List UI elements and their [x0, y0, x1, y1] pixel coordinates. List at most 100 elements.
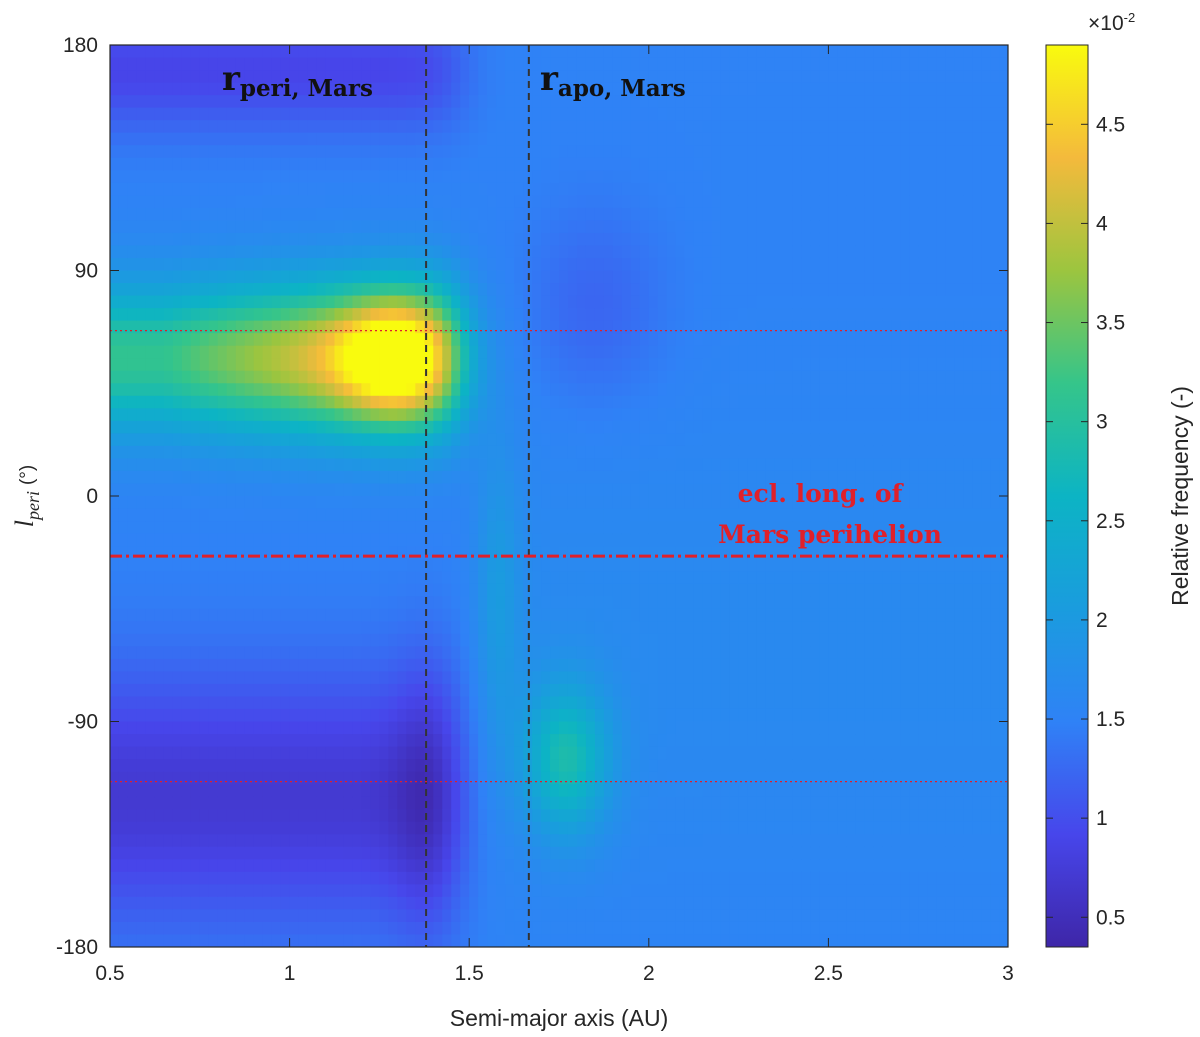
- heatmap-cell: [523, 658, 533, 672]
- heatmap-cell: [684, 295, 695, 309]
- heatmap-cell: [280, 734, 291, 748]
- heatmap-cell: [154, 734, 165, 748]
- heatmap-cell: [154, 746, 165, 760]
- heatmap-cell: [720, 57, 731, 71]
- heatmap-cell: [523, 445, 533, 460]
- heatmap-cell: [630, 508, 641, 522]
- heatmap-cell: [550, 884, 560, 898]
- heatmap-cell: [532, 583, 542, 597]
- heatmap-cell: [567, 483, 578, 497]
- heatmap-cell: [343, 846, 354, 860]
- heatmap-cell: [289, 145, 300, 159]
- heatmap-cell: [127, 420, 138, 434]
- heatmap-cell: [334, 508, 345, 522]
- heatmap-cell: [505, 283, 515, 297]
- heatmap-cell: [127, 734, 138, 748]
- heatmap-cell: [567, 395, 578, 409]
- heatmap-cell: [136, 934, 147, 947]
- heatmap-cell: [316, 458, 327, 472]
- heatmap-cell: [253, 796, 264, 810]
- heatmap-cell: [181, 383, 192, 397]
- heatmap-cell: [648, 483, 659, 497]
- heatmap-cell: [334, 809, 345, 823]
- heatmap-cell: [657, 683, 668, 698]
- heatmap-cell: [532, 871, 542, 885]
- heatmap-cell: [253, 95, 264, 109]
- heatmap-cell: [675, 320, 686, 334]
- heatmap-cell: [172, 395, 183, 409]
- heatmap-cell: [648, 583, 659, 597]
- heatmap-cell: [702, 470, 713, 485]
- heatmap-cell: [118, 558, 129, 572]
- heatmap-cell: [298, 721, 309, 735]
- heatmap-cell: [424, 896, 434, 911]
- heatmap-cell: [361, 245, 372, 259]
- heatmap-cell: [235, 345, 246, 359]
- heatmap-cell: [316, 45, 327, 59]
- heatmap-cell: [370, 283, 380, 297]
- heatmap-cell: [469, 633, 479, 647]
- heatmap-cell: [460, 884, 470, 898]
- heatmap-cell: [217, 257, 228, 272]
- heatmap-cell: [307, 934, 318, 947]
- heatmap-cell: [253, 195, 264, 209]
- heatmap-cell: [532, 107, 542, 121]
- heatmap-cell: [244, 207, 255, 221]
- heatmap-cell: [361, 646, 372, 660]
- heatmap-cell: [298, 671, 309, 685]
- heatmap-cell: [325, 157, 336, 171]
- heatmap-cell: [208, 683, 219, 698]
- heatmap-cell: [397, 683, 407, 698]
- heatmap-cell: [406, 871, 416, 885]
- heatmap-cell: [316, 871, 327, 885]
- heatmap-cell: [666, 283, 677, 297]
- heatmap-cell: [585, 145, 596, 159]
- heatmap-cell: [585, 445, 596, 460]
- heatmap-cell: [487, 182, 497, 196]
- heatmap-cell: [585, 558, 596, 572]
- heatmap-cell: [541, 809, 551, 823]
- heatmap-cell: [145, 771, 156, 785]
- heatmap-cell: [235, 257, 246, 272]
- heatmap-cell: [684, 370, 695, 384]
- heatmap-cell: [702, 621, 713, 635]
- heatmap-cell: [612, 734, 623, 748]
- heatmap-cell: [603, 921, 614, 936]
- heatmap-cell: [559, 232, 569, 247]
- heatmap-cell: [496, 107, 506, 121]
- heatmap-cell: [514, 383, 524, 397]
- heatmap-cell: [603, 408, 614, 422]
- heatmap-cell: [361, 182, 372, 196]
- heatmap-cell: [603, 546, 614, 560]
- heatmap-cell: [163, 458, 174, 472]
- heatmap-cell: [657, 846, 668, 860]
- heatmap-cell: [460, 470, 470, 485]
- heatmap-cell: [603, 45, 614, 59]
- heatmap-cell: [684, 283, 695, 297]
- heatmap-cell: [181, 458, 192, 472]
- heatmap-cell: [271, 370, 282, 384]
- heatmap-cell: [621, 771, 632, 785]
- heatmap-cell: [711, 145, 722, 159]
- heatmap-cell: [406, 170, 416, 184]
- heatmap-cell: [370, 82, 380, 96]
- heatmap-cell: [244, 107, 255, 121]
- heatmap-cell: [289, 333, 300, 347]
- heatmap-cell: [370, 120, 380, 134]
- heatmap-cell: [693, 358, 704, 372]
- heatmap-cell: [460, 921, 470, 936]
- heatmap-cell: [370, 358, 380, 372]
- heatmap-cell: [433, 245, 443, 259]
- heatmap-cell: [639, 809, 650, 823]
- heatmap-cell: [594, 95, 605, 109]
- heatmap-cell: [280, 821, 291, 835]
- heatmap-cell: [675, 834, 686, 848]
- heatmap-cell: [199, 120, 210, 134]
- heatmap-cell: [235, 784, 246, 798]
- heatmap-cell: [199, 571, 210, 585]
- heatmap-cell: [110, 245, 120, 259]
- heatmap-cell: [657, 420, 668, 434]
- heatmap-cell: [118, 182, 129, 196]
- heatmap-cell: [576, 283, 587, 297]
- heatmap-cell: [550, 120, 560, 134]
